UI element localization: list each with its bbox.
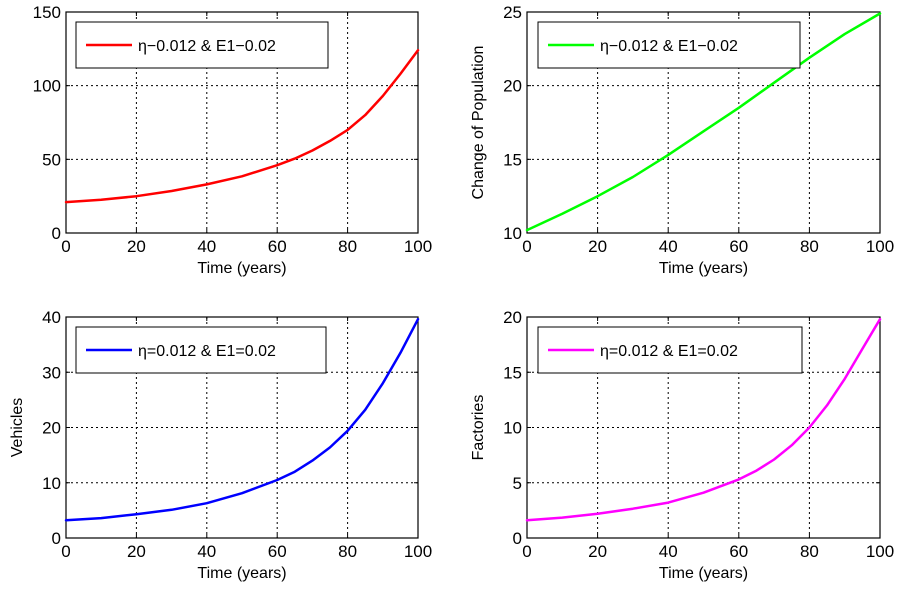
y-tick-label: 20 [503,77,522,96]
legend-entry: η=0.012 & E1=0.02 [600,343,738,360]
y-tick-label: 40 [42,308,61,327]
x-tick-label: 0 [522,542,531,561]
chart-panel-top-left: 0 20 40 60 80 100 0 50 100 150 Time (years) η−0.012… [33,3,433,277]
legend-entry: η−0.012 & E1−0.02 [138,38,276,55]
series-line [525,12,882,232]
x-tick-label: 40 [197,237,216,256]
y-tick-label: 0 [513,529,522,548]
x-tick-label: 60 [268,237,287,256]
legend: η=0.012 & E1=0.02 [75,326,327,374]
x-tick-label: 20 [127,237,146,256]
x-tick-label: 80 [338,237,357,256]
x-axis-label: Time (years) [197,260,286,277]
x-tick-label: 0 [61,542,70,561]
y-tick-label: 15 [503,150,522,169]
chart-panel-bottom-right: 0 20 40 60 80 100 0 5 10 15 20 Time (years) Factorie… [470,308,894,582]
x-tick-label: 40 [659,542,678,561]
y-tick-label: 10 [503,224,522,243]
y-tick-label: 0 [52,529,61,548]
x-tick-label: 60 [268,542,287,561]
series-line [525,317,882,522]
x-tick-label: 100 [866,237,894,256]
x-tick-label: 20 [588,237,607,256]
x-tick-label: 100 [404,542,432,561]
x-tick-label: 0 [61,237,70,256]
legend-entry: η=0.012 & E1=0.02 [138,343,276,360]
y-tick-label: 5 [513,474,522,493]
x-tick-label: 100 [404,237,432,256]
y-tick-label: 10 [42,474,61,493]
y-tick-label: 20 [42,419,61,438]
x-tick-label: 40 [197,542,216,561]
x-axis-label: Time (years) [197,565,286,582]
y-tick-label: 150 [33,3,61,22]
y-tick-label: 30 [42,363,61,382]
legend-entry: η−0.012 & E1−0.02 [600,38,738,55]
chart-panel-top-right: 0 20 40 60 80 100 10 15 20 25 Time (years) Change o… [470,3,894,277]
x-tick-label: 100 [866,542,894,561]
legend: η−0.012 & E1−0.02 [75,21,329,69]
x-tick-label: 0 [522,237,531,256]
x-tick-label: 20 [127,542,146,561]
x-tick-label: 40 [659,237,678,256]
y-tick-label: 50 [42,150,61,169]
axes-frame [526,11,881,234]
x-tick-label: 60 [729,237,748,256]
x-axis-label: Time (years) [659,260,748,277]
y-tick-label: 25 [503,3,522,22]
y-axis-label: Change of Population [470,46,487,200]
y-tick-label: 10 [503,419,522,438]
x-tick-label: 80 [338,542,357,561]
axes-frame [526,316,881,539]
axes-frame [65,11,419,234]
y-tick-label: 20 [503,308,522,327]
legend: η−0.012 & E1−0.02 [537,21,801,69]
y-axis-label: Vehicles [9,398,26,458]
y-axis-label: Factories [470,395,487,461]
x-tick-label: 80 [800,542,819,561]
axes-frame [65,316,419,539]
y-tick-label: 0 [52,224,61,243]
legend: η=0.012 & E1=0.02 [537,326,803,374]
x-tick-label: 20 [588,542,607,561]
x-tick-label: 80 [800,237,819,256]
x-axis-label: Time (years) [659,565,748,582]
y-tick-label: 100 [33,77,61,96]
series-line [64,49,420,204]
chart-panel-bottom-left: 0 20 40 60 80 100 0 10 20 30 40 Time (years) Vehicle… [9,308,432,582]
x-tick-label: 60 [729,542,748,561]
series-line [64,317,420,522]
legend-box [537,326,803,374]
y-tick-label: 15 [503,363,522,382]
